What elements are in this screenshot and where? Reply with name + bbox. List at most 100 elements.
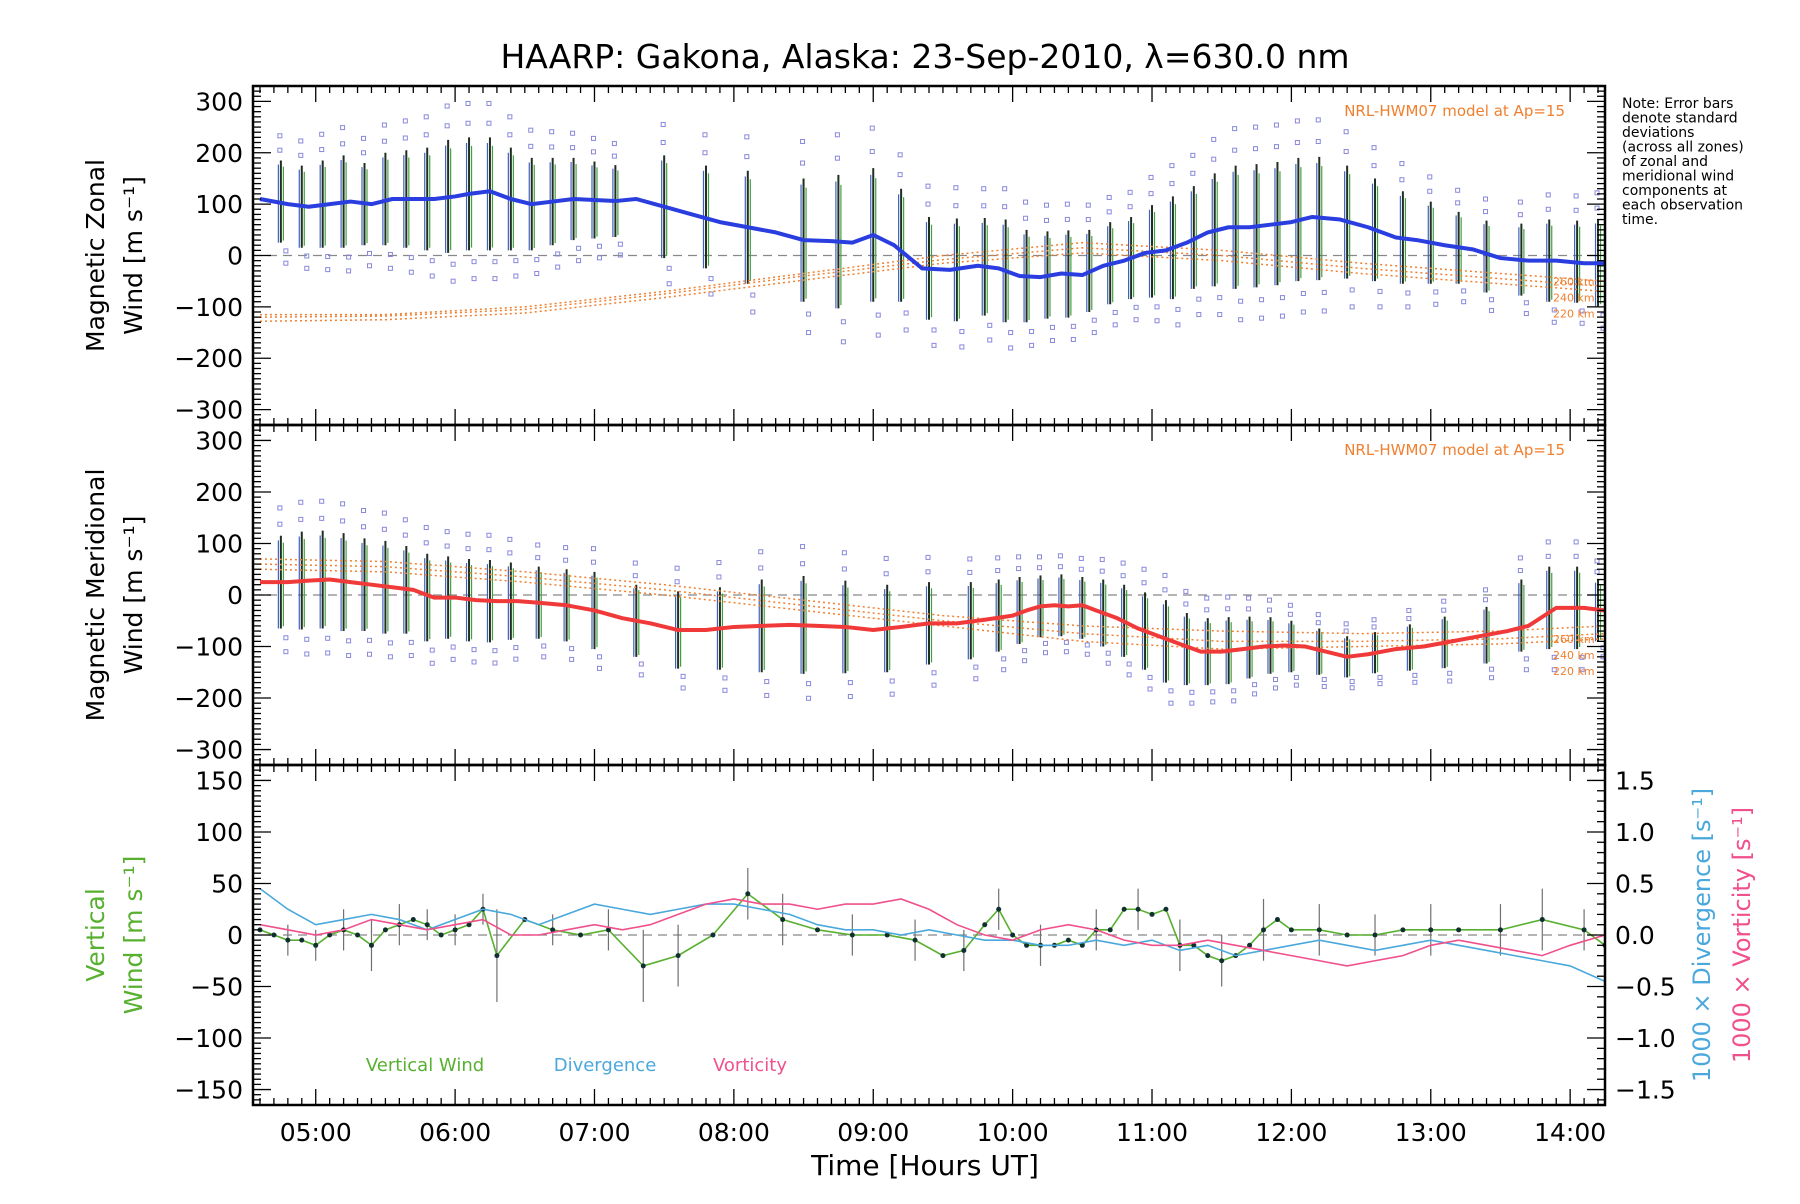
sample-marker	[1433, 301, 1439, 307]
sample-marker	[1106, 209, 1112, 215]
sample-marker	[570, 130, 576, 136]
sample-marker	[1551, 667, 1557, 673]
x-tick-label: 11:00	[1116, 1118, 1188, 1147]
sample-marker	[1427, 188, 1433, 194]
sample-marker	[764, 692, 770, 698]
sample-marker	[549, 144, 555, 150]
vertical-wind-point	[382, 927, 388, 933]
sample-marker	[1064, 216, 1070, 222]
sample-marker	[1126, 672, 1132, 678]
sample-marker	[319, 147, 325, 153]
vertical-wind-point	[982, 922, 988, 928]
vertical-wind-point	[285, 937, 291, 943]
sample-marker	[1001, 667, 1007, 673]
sample-marker	[1371, 163, 1377, 169]
sample-marker	[800, 561, 806, 567]
vertical-wind-point	[996, 906, 1002, 912]
sample-marker	[1321, 676, 1327, 682]
sample-marker	[1399, 177, 1405, 183]
sample-marker	[387, 251, 393, 257]
sample-marker	[367, 250, 373, 256]
sample-marker	[1300, 309, 1306, 315]
sample-marker	[800, 160, 806, 166]
sample-marker	[325, 650, 331, 656]
sample-marker	[1217, 312, 1223, 318]
sample-marker	[471, 276, 477, 282]
sample-marker	[1523, 656, 1529, 662]
sample-marker	[1162, 572, 1168, 578]
sample-marker	[1573, 207, 1579, 213]
sample-marker	[507, 114, 513, 120]
y-tick-label: −100	[174, 633, 243, 662]
sample-marker	[465, 120, 471, 126]
y-tick-label: −200	[174, 344, 243, 373]
sample-marker	[1168, 700, 1174, 706]
vertical-wind-point	[1497, 927, 1503, 933]
y-tick-label: −50	[190, 973, 243, 1002]
sample-marker	[1343, 621, 1349, 627]
sample-marker	[1573, 539, 1579, 545]
sample-marker	[800, 138, 806, 144]
sample-marker	[1343, 148, 1349, 154]
sample-marker	[1008, 330, 1014, 336]
sample-marker	[1175, 306, 1181, 312]
sample-marker	[1252, 682, 1258, 688]
vertical-wind-point	[605, 927, 611, 933]
sample-marker	[1253, 124, 1259, 130]
sample-marker	[486, 547, 492, 553]
sample-marker	[995, 555, 1001, 561]
sample-marker	[834, 132, 840, 138]
sample-marker	[1064, 201, 1070, 207]
sample-marker	[1461, 288, 1467, 294]
series-line-meridional	[259, 577, 1605, 659]
vertical-wind-point	[438, 932, 444, 938]
x-tick-label: 10:00	[977, 1118, 1049, 1147]
sample-marker	[987, 337, 993, 343]
sample-marker	[1545, 192, 1551, 198]
sample-marker	[1343, 129, 1349, 135]
sample-marker	[450, 644, 456, 650]
sample-marker	[617, 241, 623, 247]
sample-marker	[1112, 322, 1118, 328]
sample-marker	[283, 635, 289, 641]
sample-marker	[1259, 297, 1265, 303]
sample-marker	[1427, 174, 1433, 180]
sample-marker	[1190, 170, 1196, 176]
vertical-wind-point	[494, 953, 500, 959]
sample-marker	[1204, 607, 1210, 613]
sample-marker	[883, 571, 889, 577]
sample-marker	[1573, 553, 1579, 559]
sample-marker	[1405, 304, 1411, 310]
sample-marker	[1273, 122, 1279, 128]
vertical-wind-point	[849, 932, 855, 938]
sample-marker	[638, 661, 644, 667]
y-tick-label: 0	[227, 921, 243, 950]
sample-marker	[1523, 311, 1529, 317]
sample-marker	[1377, 674, 1383, 680]
sample-marker	[361, 135, 367, 141]
x-tick-label: 05:00	[280, 1118, 352, 1147]
sample-marker	[869, 148, 875, 154]
sample-marker	[995, 568, 1001, 574]
vertical-wind-point	[299, 937, 305, 943]
sample-marker	[534, 257, 540, 263]
sample-marker	[1455, 200, 1461, 206]
vertical-wind-point	[1316, 927, 1322, 933]
vertical-wind-point	[1247, 942, 1253, 948]
sample-marker	[931, 682, 937, 688]
sample-marker	[875, 332, 881, 338]
model-curve	[259, 563, 1605, 643]
sample-marker	[1232, 147, 1238, 153]
sample-marker	[1210, 689, 1216, 695]
chart-title: HAARP: Gakona, Alaska: 23-Sep-2010, λ=63…	[500, 37, 1349, 76]
sample-marker	[1573, 193, 1579, 199]
sample-marker	[277, 133, 283, 139]
sample-marker	[1127, 204, 1133, 210]
sample-marker	[1441, 598, 1447, 604]
sample-marker	[1279, 295, 1285, 301]
sample-marker	[283, 260, 289, 266]
vertical-wind-point	[1079, 942, 1085, 948]
vertical-wind-point	[1456, 927, 1462, 933]
sample-marker	[590, 135, 596, 141]
